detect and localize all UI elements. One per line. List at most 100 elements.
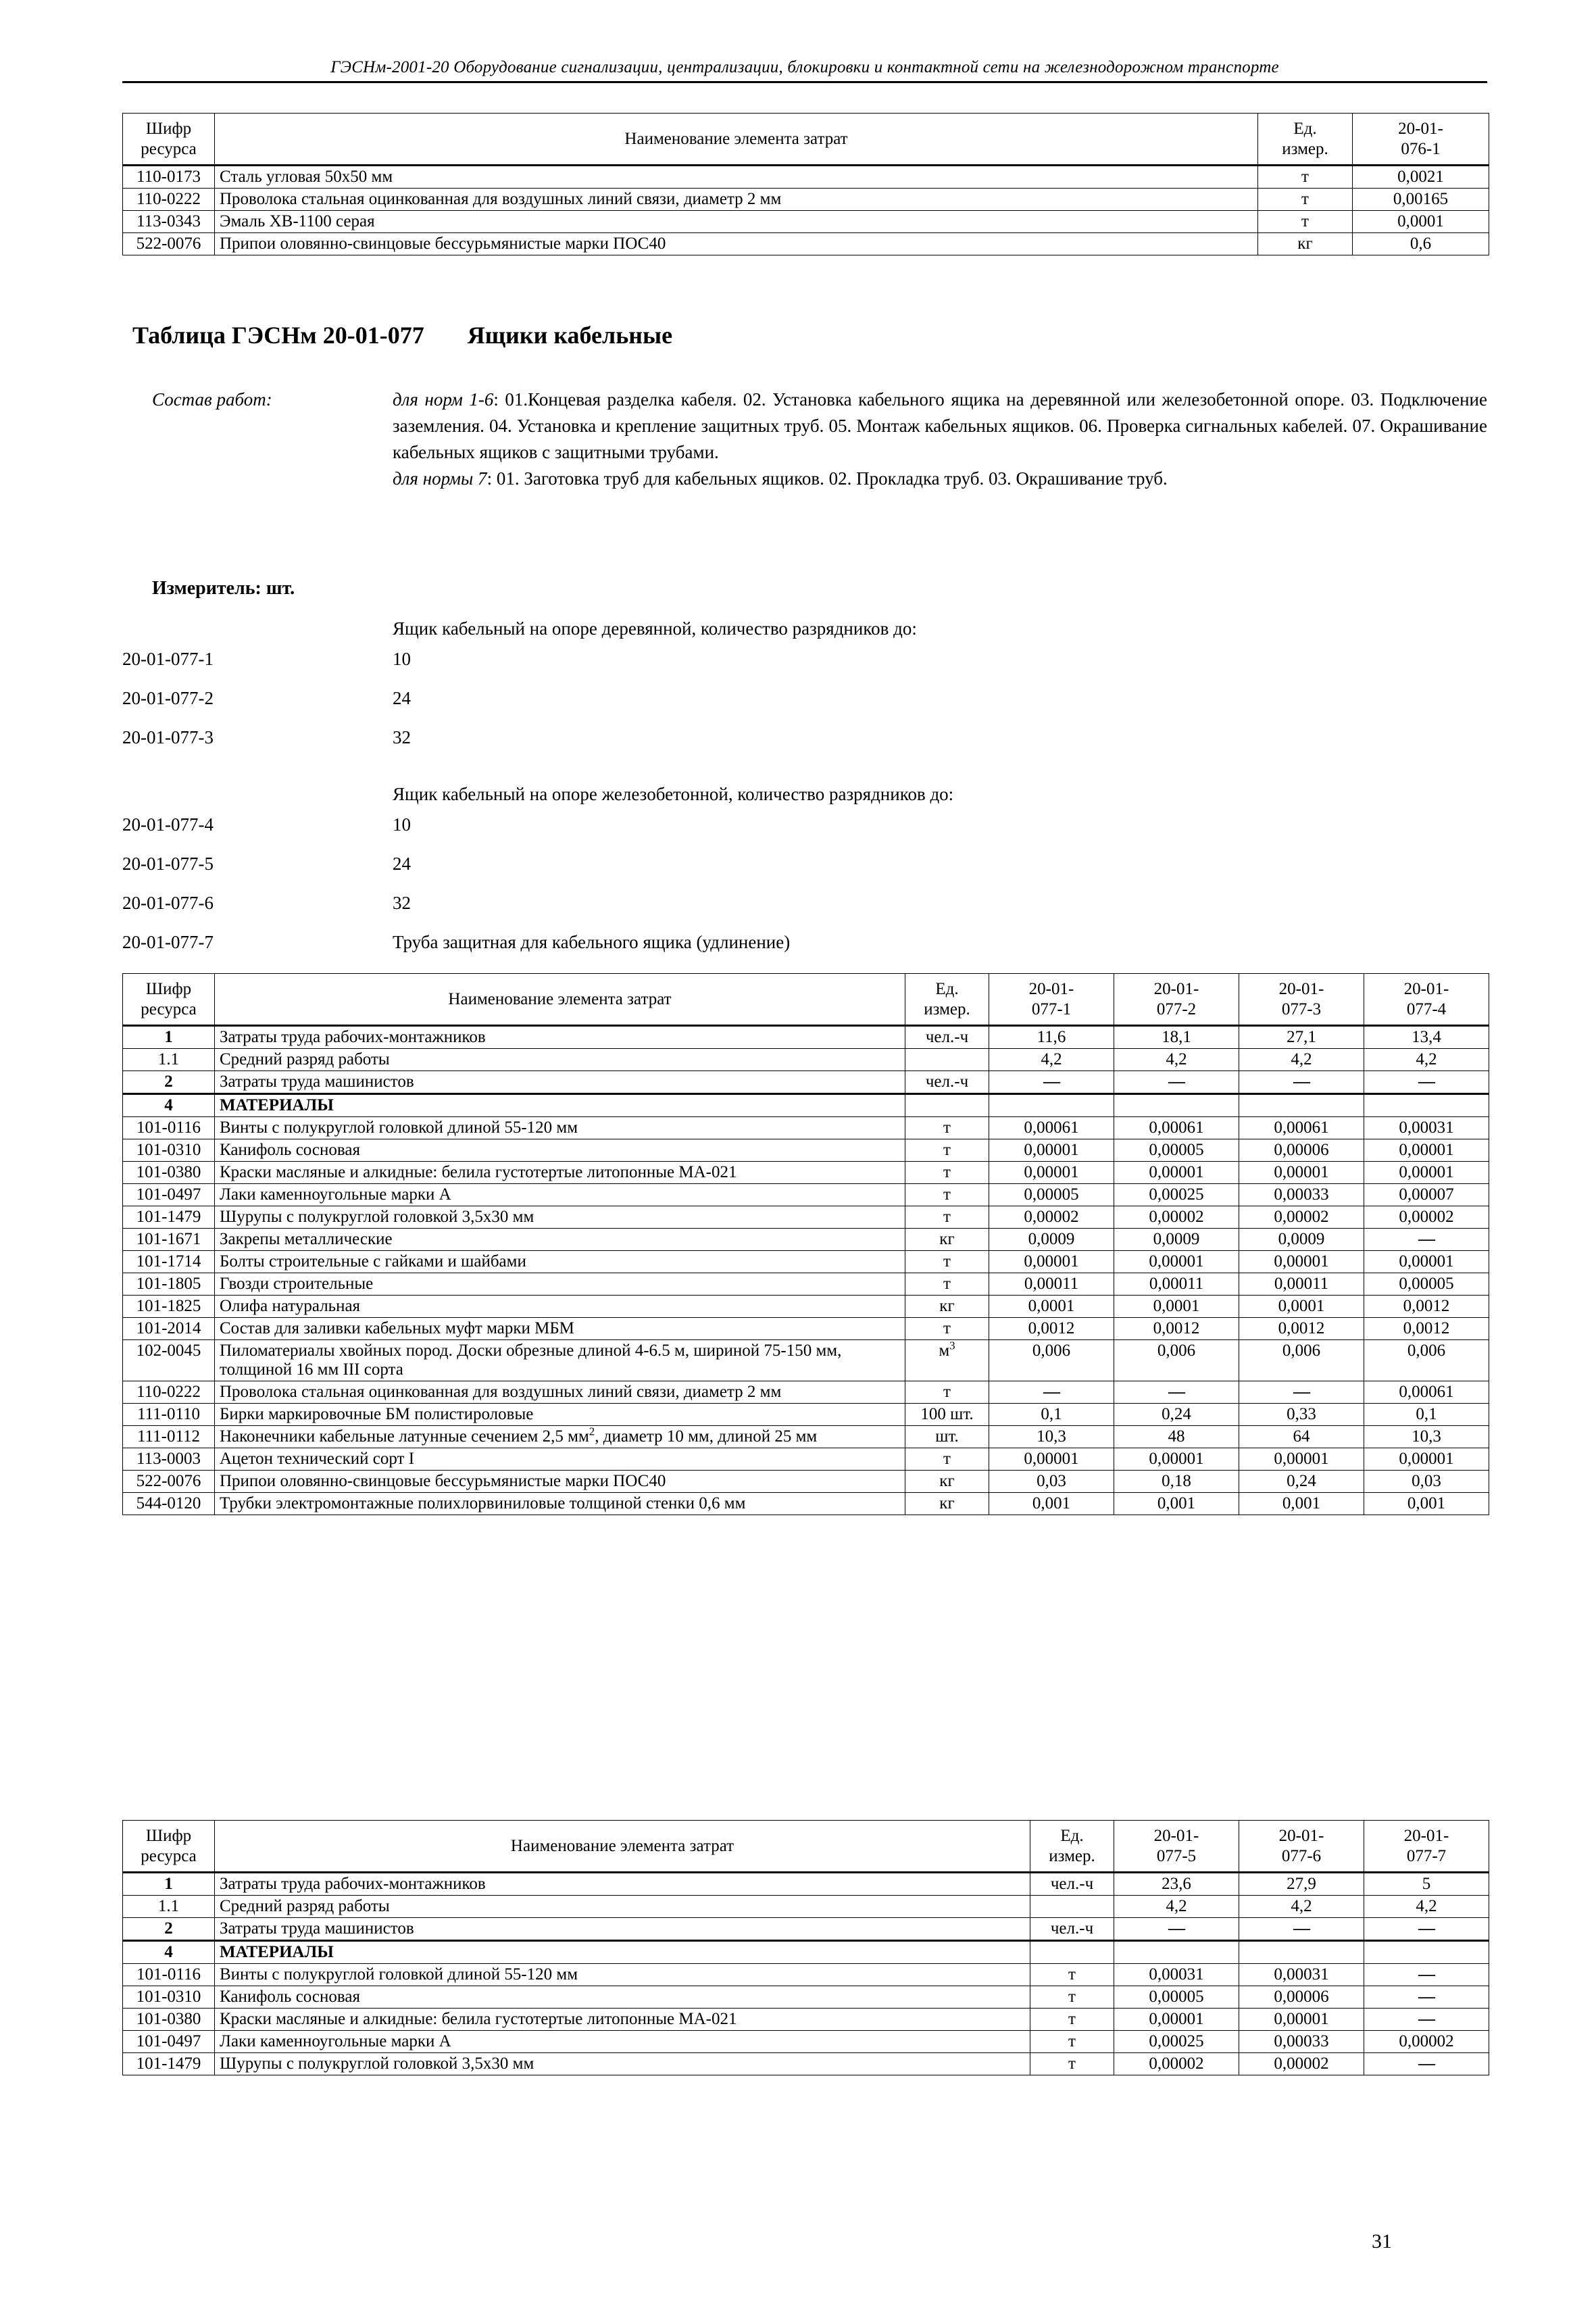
cell-resource-code: 101-1714 [122, 1250, 215, 1273]
cell-value-3: 0,00001 [1239, 1250, 1364, 1273]
cell-value-3 [1364, 1940, 1489, 1964]
cell-value-3: 0,00011 [1239, 1273, 1364, 1296]
cell-value-2: — [1114, 1381, 1239, 1404]
table-row: 522-0076 Припои оловянно-свинцовые бессур… [122, 1470, 1489, 1493]
cell-value: 0,00165 [1352, 188, 1489, 211]
cell-unit: т [905, 1139, 989, 1162]
cell-element-name: Проволока стальная оцинкованная для возд… [214, 188, 1258, 211]
cell-element-name: Наконечники кабельные латунные сечением … [214, 1425, 905, 1448]
norm-code: 20-01-077-6 [122, 893, 214, 913]
cell-unit: т [905, 1206, 989, 1229]
norm-list-item: 20-01-077-4 10 [122, 814, 1406, 854]
norm-code: 20-01-077-3 [122, 727, 214, 747]
cell-unit: т [1257, 165, 1353, 189]
cell-value-1: 0,00005 [1114, 1986, 1239, 2009]
cell-unit: т [905, 1317, 989, 1340]
table-row: 110-0222 Проволока стальная оцинкованная … [122, 1381, 1489, 1404]
cell-value-2: 4,2 [1239, 1895, 1364, 1918]
cell-value-2: 18,1 [1114, 1025, 1239, 1049]
cell-unit: т [1257, 210, 1353, 233]
table-row: 101-2014 Состав для заливки кабельных муф… [122, 1317, 1489, 1340]
cell-value-3: 64 [1239, 1425, 1364, 1448]
norms-list: Ящик кабельный на опоре деревянной, коли… [122, 618, 1406, 971]
cell-unit: кг [1257, 232, 1353, 255]
cell-element-name: Затраты труда машинистов [214, 1917, 1030, 1941]
cell-value-1: 0,0012 [989, 1317, 1114, 1340]
cell-element-name: Лаки каменноугольные марки А [214, 2030, 1030, 2053]
cell-unit: т [905, 1381, 989, 1404]
cell-value-4: 0,006 [1364, 1339, 1489, 1381]
cell-value-1: 0,00001 [989, 1139, 1114, 1162]
cell-element-name: Гвозди строительные [214, 1273, 905, 1296]
norms-group-1: 20-01-077-1 10 20-01-077-2 24 20-01-077-3 32 [122, 649, 1406, 766]
cell-value-3: 4,2 [1239, 1048, 1364, 1071]
table-row: 544-0120 Трубки электромонтажные полихлор… [122, 1492, 1489, 1515]
cell-value-2: — [1239, 1917, 1364, 1941]
cell-value: 0,6 [1352, 232, 1489, 255]
cell-value-2: 0,00031 [1239, 1963, 1364, 1986]
cell-value-3: 5 [1364, 1872, 1489, 1896]
header-cell-unit: Ед. измер. [1030, 1820, 1114, 1873]
cell-resource-code: 1.1 [122, 1895, 215, 1918]
cell-value-4: 0,0012 [1364, 1295, 1489, 1318]
cell-value-2: 0,00001 [1114, 1161, 1239, 1184]
cell-value-1: — [1114, 1917, 1239, 1941]
cell-resource-code: 101-2014 [122, 1317, 215, 1340]
table-row: 102-0045 Пиломатериалы хвойных пород. Дос… [122, 1339, 1489, 1381]
cell-element-name: Винты с полукруглой головкой длиной 55-1… [214, 1963, 1030, 1986]
cell-value-4: 0,00001 [1364, 1448, 1489, 1471]
table-row: 101-1825 Олифа натуральная кг 0,0001 0,0001 0… [122, 1295, 1489, 1318]
cell-element-name: Эмаль ХВ-1100 серая [214, 210, 1258, 233]
cell-element-name: Состав для заливки кабельных муфт марки … [214, 1317, 905, 1340]
table-row: 111-0110 Бирки маркировочные БМ полистиро… [122, 1403, 1489, 1426]
cell-value-4: 0,00007 [1364, 1183, 1489, 1206]
cell-resource-code: 544-0120 [122, 1492, 215, 1515]
cell-unit [905, 1093, 989, 1117]
cell-value-3: 4,2 [1364, 1895, 1489, 1918]
cell-value: 0,0021 [1352, 165, 1489, 189]
cell-value-3: 0,24 [1239, 1470, 1364, 1493]
cell-resource-code: 111-0112 [122, 1425, 215, 1448]
cell-unit: т [1030, 2008, 1114, 2031]
cell-value-4: 10,3 [1364, 1425, 1489, 1448]
table-row: 101-0310 Канифоль сосновая т 0,00005 0,00006… [122, 1986, 1489, 2009]
cell-value-4: 4,2 [1364, 1048, 1489, 1071]
table-row: 1 Затраты труда рабочих-монтажников чел.-ч… [122, 1025, 1489, 1049]
norm-description: 32 [393, 727, 411, 747]
cell-element-name: Затраты труда машинистов [214, 1070, 905, 1094]
cell-resource-code: 110-0222 [122, 188, 215, 211]
norm-list-item: 20-01-077-2 24 [122, 688, 1406, 727]
cell-value-2: 4,2 [1114, 1048, 1239, 1071]
cell-value-1: 0,00001 [989, 1250, 1114, 1273]
cell-unit: т [1257, 188, 1353, 211]
cell-value-1: 0,0009 [989, 1228, 1114, 1251]
page-number: 31 [1372, 2230, 1392, 2253]
cell-value-2: 0,24 [1114, 1403, 1239, 1426]
cell-value-4: 0,00001 [1364, 1250, 1489, 1273]
cell-value-1: 23,6 [1114, 1872, 1239, 1896]
cell-element-name: Шурупы с полукруглой головкой 3,5х30 мм [214, 2052, 1030, 2075]
header-cell-norm-2: 20-01- 077-6 [1239, 1820, 1364, 1873]
cell-value-4: 0,00005 [1364, 1273, 1489, 1296]
cell-value-1: 0,006 [989, 1339, 1114, 1381]
cell-resource-code: 101-0497 [122, 2030, 215, 2053]
norm-description: 24 [393, 688, 411, 708]
cell-value-4: 0,00031 [1364, 1116, 1489, 1139]
cell-value-1: 4,2 [1114, 1895, 1239, 1918]
cell-element-name: МАТЕРИАЛЫ [214, 1093, 905, 1117]
cell-value-3: 0,0009 [1239, 1228, 1364, 1251]
cell-value-3: 0,00006 [1239, 1139, 1364, 1162]
table-row: 101-0116 Винты с полукруглой головкой дли… [122, 1963, 1489, 1986]
cell-unit: чел.-ч [1030, 1872, 1114, 1896]
cell-resource-code: 102-0045 [122, 1339, 215, 1381]
norms-group-1-caption: Ящик кабельный на опоре деревянной, коли… [393, 618, 917, 639]
norm-list-item: 20-01-077-6 32 [122, 893, 1406, 932]
cell-value-3: 0,00033 [1239, 1183, 1364, 1206]
cell-element-name: Средний разряд работы [214, 1048, 905, 1071]
cell-value-1 [1114, 1940, 1239, 1964]
cell-resource-code: 101-1479 [122, 1206, 215, 1229]
cell-value-2 [1239, 1940, 1364, 1964]
cell-value-1: 11,6 [989, 1025, 1114, 1049]
norms-group-2-caption: Ящик кабельный на опоре железобетонной, … [393, 784, 954, 804]
